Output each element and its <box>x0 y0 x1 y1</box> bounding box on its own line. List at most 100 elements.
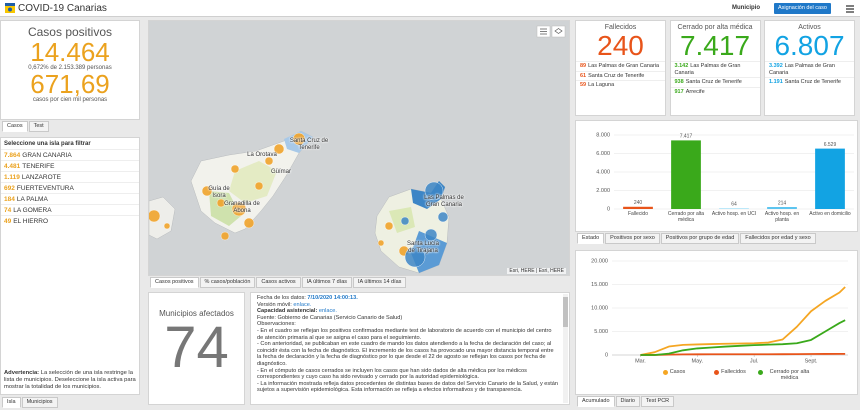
notes-label: Fecha de los datos: <box>257 295 306 301</box>
bar[interactable] <box>719 208 749 209</box>
y-tick-label: 0 <box>607 206 610 212</box>
notes-line: Fecha de los datos: 7/10/2020 14:00:13. <box>257 295 559 302</box>
legend-icon <box>540 28 547 35</box>
bar[interactable] <box>767 207 797 209</box>
tab[interactable]: Estado <box>577 233 605 244</box>
map-label: Guía de Isora <box>208 186 230 199</box>
x-tick-label: Jul. <box>750 358 759 364</box>
x-tick-label: Mar. <box>635 358 646 364</box>
stat-title: Activos <box>798 24 821 31</box>
tab[interactable]: Casos activos <box>256 277 301 288</box>
stat-panel: Cerrado por alta médica 7.417 3.142 Las Pal… <box>669 20 761 116</box>
island-row[interactable]: 49 EL HIERRO <box>1 215 139 226</box>
stat-place: Santa Cruz de Tenerife <box>685 79 742 85</box>
island-name: LA GOMERA <box>13 206 52 214</box>
tab[interactable]: Casos <box>2 121 28 132</box>
tab[interactable]: % casos/población <box>199 277 256 288</box>
stat-title: Fallecidos <box>604 24 637 31</box>
y-tick-label: 6.000 <box>596 151 610 157</box>
tab[interactable]: Test <box>28 121 49 132</box>
island-name: FUERTEVENTURA <box>16 184 74 192</box>
stat-count: 59 <box>580 82 587 88</box>
stat-place: Las Palmas de Gran Canaria <box>588 63 660 69</box>
menu-icon[interactable] <box>845 4 855 14</box>
x-tick-label: May. <box>692 358 704 364</box>
stat-row: 89 Las Palmas de Gran Canaria <box>576 61 665 71</box>
legend-swatch <box>714 369 720 375</box>
tab[interactable]: Municipios <box>21 397 58 408</box>
line-chart-panel: 0 5.000 10.000 15.000 20.000 Mar. May. Jul. Sept… <box>575 250 858 395</box>
tab[interactable]: Casos positivos <box>150 277 199 288</box>
map-label: Las Palmas de Gran Canaria <box>424 195 464 208</box>
bar[interactable] <box>623 206 653 209</box>
link[interactable]: enlace. <box>318 308 337 315</box>
notes-paragraph: - Con anterioridad, se publicaban en est… <box>257 341 554 367</box>
notes-paragraph: - La información mostrada refleja datos … <box>257 380 558 394</box>
link[interactable]: enlace. <box>293 301 312 308</box>
x-tick-label: Cerrado por alta médica <box>667 211 705 223</box>
tab[interactable]: Test PCR <box>640 396 675 407</box>
tab[interactable]: Acumulado <box>577 396 615 407</box>
warning-bold: Advertencia: <box>4 370 40 376</box>
bar-chart-tabs: Estado Positivos por sexo Positivos por gr… <box>577 233 816 244</box>
tab[interactable]: Isla <box>2 397 21 408</box>
stat-row: 61 Santa Cruz de Tenerife <box>576 70 665 81</box>
x-tick-label: Activo en domicilio <box>809 211 851 217</box>
municipios-panel: Municipios afectados 74 <box>148 292 245 405</box>
stat-place: Las Palmas de Gran Canaria <box>674 63 741 76</box>
tab[interactable]: Diario <box>615 396 640 407</box>
stat-value: 6.807 <box>774 30 845 61</box>
stat-place: Santa Cruz de Tenerife <box>588 72 645 79</box>
island-row[interactable]: 74 LA GOMERA <box>1 204 139 215</box>
tab[interactable]: IA últimos 14 días <box>353 277 407 288</box>
bar[interactable] <box>815 148 845 209</box>
bar[interactable] <box>671 140 701 209</box>
x-tick-label: Activo hosp. en planta <box>764 211 800 223</box>
y-tick-label: 20.000 <box>591 258 608 264</box>
map-attribution: Esri, HERE | Esri, HERE <box>507 268 566 274</box>
summary-total: 14.464 <box>30 37 110 67</box>
legend-item[interactable]: Cerrado por alta médica <box>758 369 814 381</box>
stat-count: 917 <box>674 88 684 95</box>
scrollbar[interactable] <box>563 294 568 403</box>
notes-source: Fuente: Gobierno de Canarias (Servicio C… <box>257 314 403 321</box>
tab[interactable]: Fallecidos por edad y sexo <box>740 233 816 244</box>
legend-label: Fallecidos <box>721 369 746 375</box>
island-list: 7.864 GRAN CANARIA 4.481 TENERIFE 1.119 LANZA… <box>1 149 139 226</box>
legend-swatch <box>662 369 668 375</box>
island-title: Seleccione una isla para filtrar <box>4 141 91 147</box>
stat-row: 1.191 Santa Cruz de Tenerife <box>765 77 854 87</box>
filter-button[interactable]: Asignación del caso <box>774 3 831 14</box>
warning-text: La selección de una isla restringe la li… <box>4 370 136 390</box>
x-tick-label: Fallecido <box>627 211 648 217</box>
island-tabs: Isla Municipios <box>2 397 58 408</box>
tab[interactable]: Positivos por sexo <box>605 233 660 244</box>
line-chart: 0 5.000 10.000 15.000 20.000 Mar. May. Jul. Sept… <box>591 258 848 364</box>
island-row[interactable]: 184 LA PALMA <box>1 193 139 204</box>
tab[interactable]: Positivos por grupo de edad <box>660 233 740 244</box>
bar-value-label: 7.417 <box>680 134 693 140</box>
island-name: EL HIERRO <box>13 217 49 225</box>
island-row[interactable]: 692 FUERTEVENTURA <box>1 182 139 193</box>
island-count: 74 <box>4 206 12 214</box>
notes-paragraph: - En el cómputo de casos cerrados se inc… <box>257 367 527 381</box>
legend-item[interactable]: Fallecidos <box>702 369 758 381</box>
stat-row: 917 Arrecife <box>670 86 760 97</box>
layers-button[interactable] <box>551 25 566 38</box>
tab[interactable]: IA últimos 7 días <box>301 277 353 288</box>
island-panel: Seleccione una isla para filtrar 7.864 GR… <box>0 137 140 395</box>
scroll-thumb[interactable] <box>563 297 568 327</box>
island-row[interactable]: 4.481 TENERIFE <box>1 160 139 171</box>
line-chart-tabs: Acumulado Diario Test PCR <box>577 396 675 407</box>
stat-row: 3.392 Las Palmas de Gran Canaria <box>765 61 854 77</box>
line-series <box>640 319 846 356</box>
map[interactable] <box>149 21 570 276</box>
y-tick-label: 2.000 <box>596 188 610 194</box>
notes-label: Capacidad asistencial: <box>257 308 318 315</box>
legend-item[interactable]: Casos <box>646 369 702 381</box>
summary-tabs: Casos Test <box>2 121 49 132</box>
island-row[interactable]: 1.119 LANZAROTE <box>1 171 139 182</box>
island-row[interactable]: 7.864 GRAN CANARIA <box>1 149 139 160</box>
summary-rate: 671,69 <box>30 69 110 99</box>
stat-count: 938 <box>674 79 684 85</box>
